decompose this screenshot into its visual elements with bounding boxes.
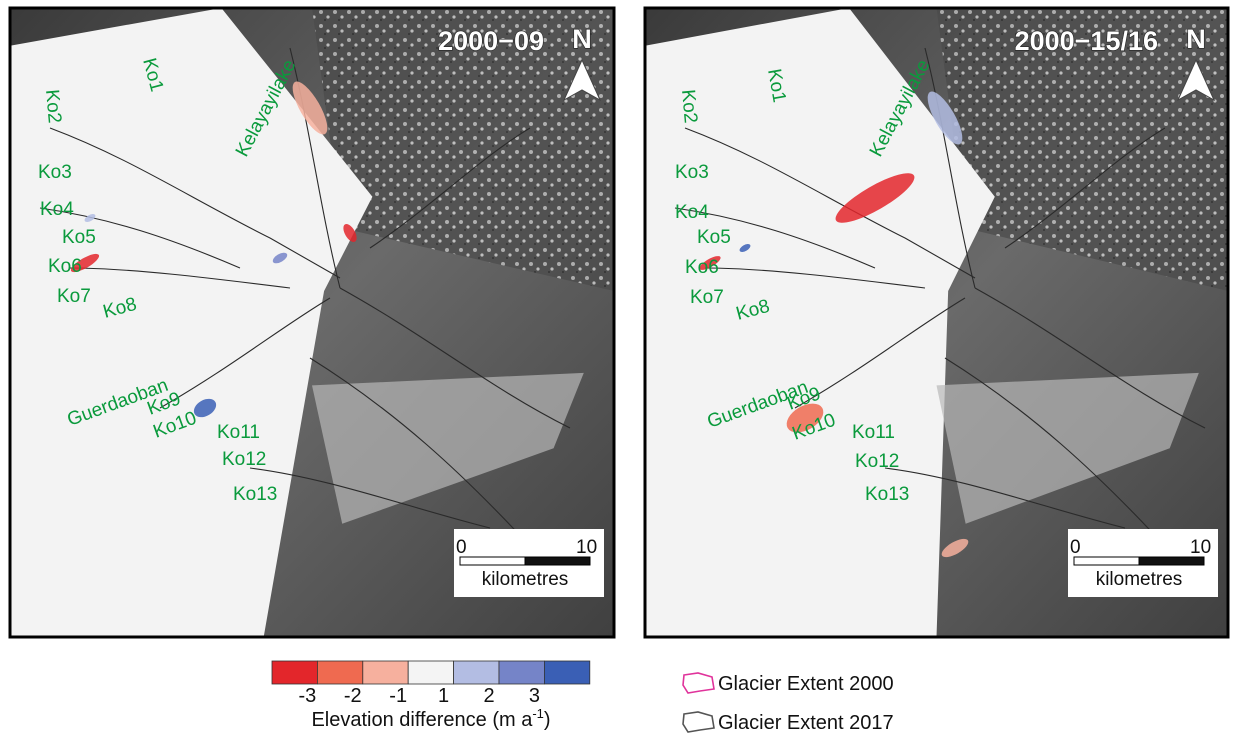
colorbar-swatch <box>271 660 318 685</box>
colorbar-swatch <box>498 660 545 685</box>
colorbar-label: 3 <box>529 685 540 707</box>
north-label: N <box>572 24 592 54</box>
colorbar-label: -2 <box>344 685 362 707</box>
glacier-label: Ko4 <box>40 199 74 220</box>
glacier-label: Ko5 <box>62 227 96 248</box>
change-patch <box>699 256 721 270</box>
change-patch <box>739 244 751 252</box>
bright-glaciers <box>936 372 1199 524</box>
extent-icon <box>682 672 715 694</box>
change-patch <box>343 223 357 243</box>
colorbar-title: Elevation difference (m a-1) <box>311 706 550 731</box>
glacier-outline <box>704 267 926 289</box>
scale-end: 10 <box>1190 537 1211 558</box>
imagery <box>10 8 614 637</box>
colorbar-label: -3 <box>299 685 317 707</box>
colorbar-label: 1 <box>438 685 449 707</box>
colorbar-swatch <box>544 660 591 685</box>
scale-start: 0 <box>456 537 467 558</box>
glacier-outline <box>369 127 531 249</box>
change-patch <box>927 91 963 145</box>
colorbar-label: 2 <box>483 685 494 707</box>
change-patch <box>786 403 824 433</box>
extent-label: Glacier Extent 2000 <box>718 673 894 695</box>
change-patch <box>70 253 100 273</box>
change-patch <box>941 538 969 558</box>
panel-border <box>8 6 616 639</box>
extent-label: Glacier Extent 2017 <box>718 712 894 734</box>
glacier-label: Ko3 <box>675 162 709 183</box>
scale-seg-dark <box>1138 556 1205 566</box>
bright-glaciers <box>312 372 584 524</box>
change-patch <box>84 214 96 222</box>
extent-icon <box>682 711 715 733</box>
colorbar-swatch <box>453 660 500 685</box>
glacier-outline <box>684 127 976 279</box>
no-data-area <box>10 8 373 637</box>
glacier-label: Ko7 <box>690 287 724 308</box>
glacier-label: Ko13 <box>865 484 909 505</box>
glacier-outline <box>794 297 966 409</box>
glacier-label: Ko2 <box>41 89 65 125</box>
terrain-texture <box>936 8 1228 292</box>
scale-seg-light <box>459 556 526 566</box>
colorbar-swatch <box>362 660 409 685</box>
glacier-label: Ko6 <box>48 256 82 277</box>
colorbar-title-sup: -1 <box>532 706 544 721</box>
glacier-outline <box>159 297 331 409</box>
glacier-label: Ko12 <box>855 451 899 472</box>
glacier-label: Ko4 <box>675 202 709 223</box>
scale-unit: kilometres <box>1096 569 1183 590</box>
glacier-label: Ko11 <box>852 422 895 443</box>
change-patch <box>292 81 328 135</box>
glacier-outline <box>924 47 976 289</box>
scale-start: 0 <box>1070 537 1081 558</box>
scale-unit: kilometres <box>482 569 569 590</box>
change-patch <box>193 398 217 418</box>
north-label: N <box>1186 24 1206 54</box>
scale-seg-light <box>1073 556 1140 566</box>
glacier-outline <box>249 467 491 529</box>
colorbar-swatch <box>407 660 455 685</box>
colorbar-swatch <box>316 660 364 685</box>
panel-border <box>643 6 1230 639</box>
no-data-area <box>645 8 995 637</box>
panel-title: 2000−15/16 <box>1015 26 1158 56</box>
scale-seg-dark <box>524 556 591 566</box>
glacier-outline <box>289 47 341 289</box>
change-patch <box>835 173 915 223</box>
glacier-label: Ko11 <box>217 422 260 443</box>
glacier-label: Ko3 <box>38 162 72 183</box>
colorbar-label: -1 <box>389 685 407 707</box>
glacier-label: Ko12 <box>222 449 266 470</box>
scale-end: 10 <box>576 537 597 558</box>
glacier-outline <box>1004 127 1166 249</box>
panel-title: 2000−09 <box>438 26 544 56</box>
north-arrow <box>1176 58 1216 102</box>
glacier-label: Ko5 <box>697 227 731 248</box>
change-patch <box>272 252 288 264</box>
glacier-label: Ko2 <box>677 89 701 125</box>
north-arrow <box>562 58 602 102</box>
glacier-label: Ko13 <box>233 484 277 505</box>
glacier-outline <box>339 287 571 429</box>
glacier-outline <box>39 207 241 269</box>
colorbar-title-text: Elevation difference (m a <box>311 709 533 731</box>
glacier-outline <box>49 127 341 279</box>
colorbar-title-end: ) <box>544 709 551 731</box>
glacier-outline <box>884 467 1126 529</box>
glacier-label: Ko7 <box>57 286 91 307</box>
glacier-outline <box>674 207 876 269</box>
terrain-texture <box>312 8 614 292</box>
glacier-outline <box>69 267 291 289</box>
glacier-outline <box>974 287 1206 429</box>
glacier-label: Ko6 <box>685 257 719 278</box>
